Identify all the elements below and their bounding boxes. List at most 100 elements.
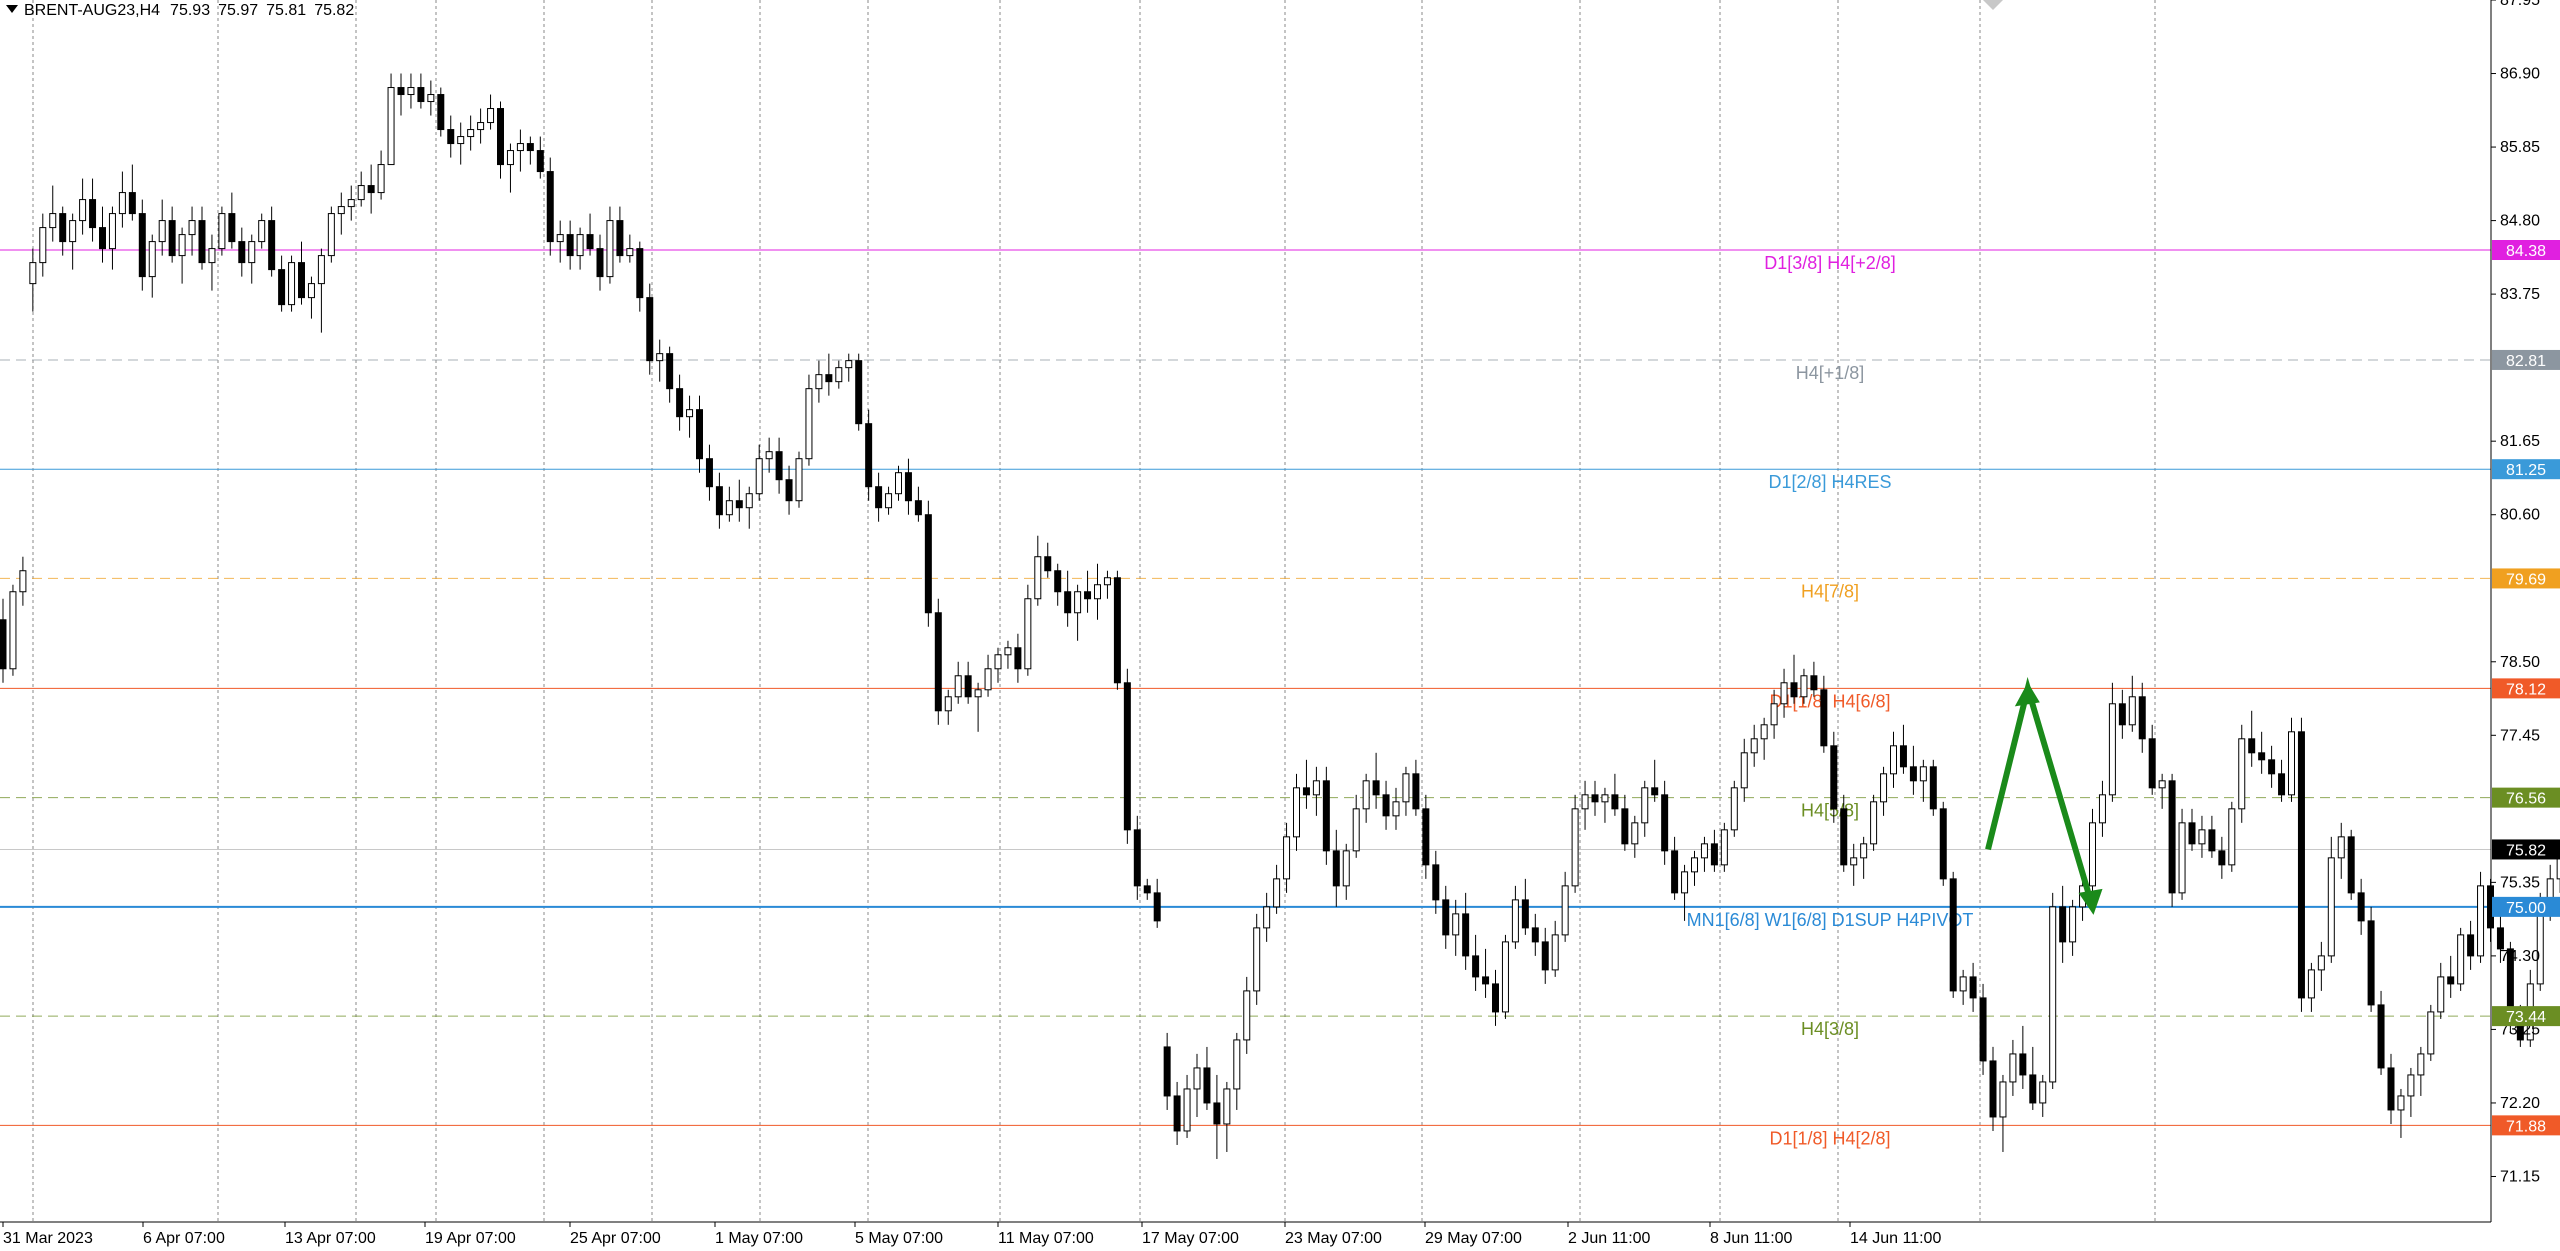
candle[interactable] — [765, 437, 773, 473]
candle[interactable] — [2188, 808, 2196, 851]
candle[interactable] — [437, 87, 445, 137]
candle[interactable] — [2457, 927, 2465, 991]
candle[interactable] — [357, 171, 365, 207]
candle[interactable] — [1054, 563, 1062, 606]
candle[interactable] — [1133, 815, 1141, 900]
candle[interactable] — [9, 584, 17, 676]
candle[interactable] — [924, 500, 932, 627]
candle[interactable] — [288, 255, 296, 312]
candle[interactable] — [2148, 724, 2156, 795]
candle[interactable] — [1312, 766, 1320, 816]
candle[interactable] — [1959, 969, 1967, 1005]
candle[interactable] — [168, 206, 176, 263]
candle[interactable] — [1820, 675, 1828, 753]
candle[interactable] — [1730, 780, 1738, 837]
candle[interactable] — [2367, 906, 2375, 1012]
candle[interactable] — [994, 647, 1002, 683]
candle[interactable] — [2019, 1025, 2027, 1089]
candle[interactable] — [89, 178, 97, 242]
candle[interactable] — [49, 185, 57, 242]
candle[interactable] — [1273, 864, 1281, 914]
candle[interactable] — [1790, 654, 1798, 704]
candle[interactable] — [1999, 1074, 2007, 1152]
candle[interactable] — [895, 465, 902, 501]
candle[interactable] — [705, 444, 713, 501]
candle[interactable] — [606, 206, 614, 284]
candle[interactable] — [148, 234, 156, 298]
candle[interactable] — [934, 598, 942, 725]
candle[interactable] — [1561, 871, 1569, 942]
candle[interactable] — [2317, 941, 2325, 991]
candle[interactable] — [1034, 535, 1042, 606]
candle[interactable] — [1442, 885, 1450, 949]
candle[interactable] — [2297, 717, 2305, 1012]
candle[interactable] — [775, 437, 783, 494]
candle[interactable] — [2427, 1004, 2435, 1061]
candle[interactable] — [626, 234, 634, 263]
candle[interactable] — [855, 353, 863, 431]
candle[interactable] — [347, 185, 355, 221]
candle[interactable] — [1163, 1032, 1171, 1110]
candle[interactable] — [298, 241, 305, 305]
candle[interactable] — [2218, 836, 2226, 879]
candle[interactable] — [1332, 829, 1340, 907]
candle[interactable] — [2128, 675, 2136, 732]
candle[interactable] — [1880, 766, 1888, 816]
candle[interactable] — [1462, 892, 1470, 970]
candle[interactable] — [1203, 1046, 1211, 1110]
candle[interactable] — [447, 115, 455, 158]
candle[interactable] — [1641, 780, 1649, 837]
candle[interactable] — [1939, 801, 1947, 886]
candle[interactable] — [1482, 948, 1490, 998]
candle[interactable] — [1671, 836, 1679, 900]
candle[interactable] — [546, 157, 554, 256]
candle[interactable] — [1850, 843, 1858, 886]
candle[interactable] — [278, 255, 286, 312]
candle[interactable] — [1024, 584, 1032, 676]
candle[interactable] — [2477, 871, 2485, 963]
candle[interactable] — [2059, 885, 2067, 963]
candle[interactable] — [1800, 668, 1808, 704]
candle[interactable] — [1382, 780, 1390, 830]
candle[interactable] — [2556, 843, 2560, 893]
candle[interactable] — [367, 164, 375, 214]
candle[interactable] — [2029, 1046, 2037, 1110]
candle[interactable] — [1870, 794, 1878, 851]
candle[interactable] — [2377, 990, 2385, 1075]
candle[interactable] — [1830, 731, 1838, 823]
candle[interactable] — [1860, 836, 1868, 879]
candle[interactable] — [2278, 759, 2286, 802]
candle[interactable] — [845, 353, 853, 382]
candle[interactable] — [805, 374, 813, 466]
candle[interactable] — [1621, 794, 1629, 851]
candle[interactable] — [885, 486, 893, 515]
candle[interactable] — [108, 206, 116, 270]
candle[interactable] — [2208, 815, 2216, 858]
candle[interactable] — [2327, 836, 2335, 963]
candle[interactable] — [964, 661, 972, 704]
candle[interactable] — [0, 598, 7, 683]
candle[interactable] — [676, 374, 684, 431]
candle[interactable] — [188, 206, 196, 256]
candle[interactable] — [686, 395, 694, 438]
candle[interactable] — [2387, 1053, 2395, 1124]
candle[interactable] — [2178, 808, 2186, 900]
candle[interactable] — [576, 227, 584, 270]
candle[interactable] — [457, 122, 465, 165]
candle[interactable] — [696, 395, 703, 473]
candle[interactable] — [1591, 780, 1599, 816]
candle[interactable] — [1840, 794, 1848, 872]
candle[interactable] — [248, 234, 256, 284]
candle[interactable] — [1432, 850, 1440, 914]
candle[interactable] — [2397, 1088, 2405, 1138]
candle[interactable] — [1949, 871, 1957, 998]
candle[interactable] — [835, 360, 843, 389]
candle[interactable] — [218, 206, 226, 256]
candle[interactable] — [2089, 808, 2096, 893]
candle[interactable] — [1909, 745, 1917, 795]
candle[interactable] — [1084, 570, 1092, 613]
candle[interactable] — [487, 94, 495, 130]
candle[interactable] — [317, 248, 325, 333]
candle[interactable] — [1989, 1046, 1997, 1131]
